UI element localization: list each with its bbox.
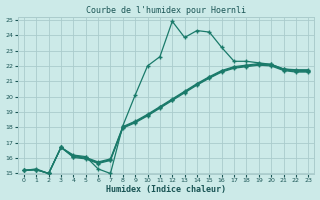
Title: Courbe de l'humidex pour Hoernli: Courbe de l'humidex pour Hoernli [86,6,246,15]
X-axis label: Humidex (Indice chaleur): Humidex (Indice chaleur) [106,185,226,194]
